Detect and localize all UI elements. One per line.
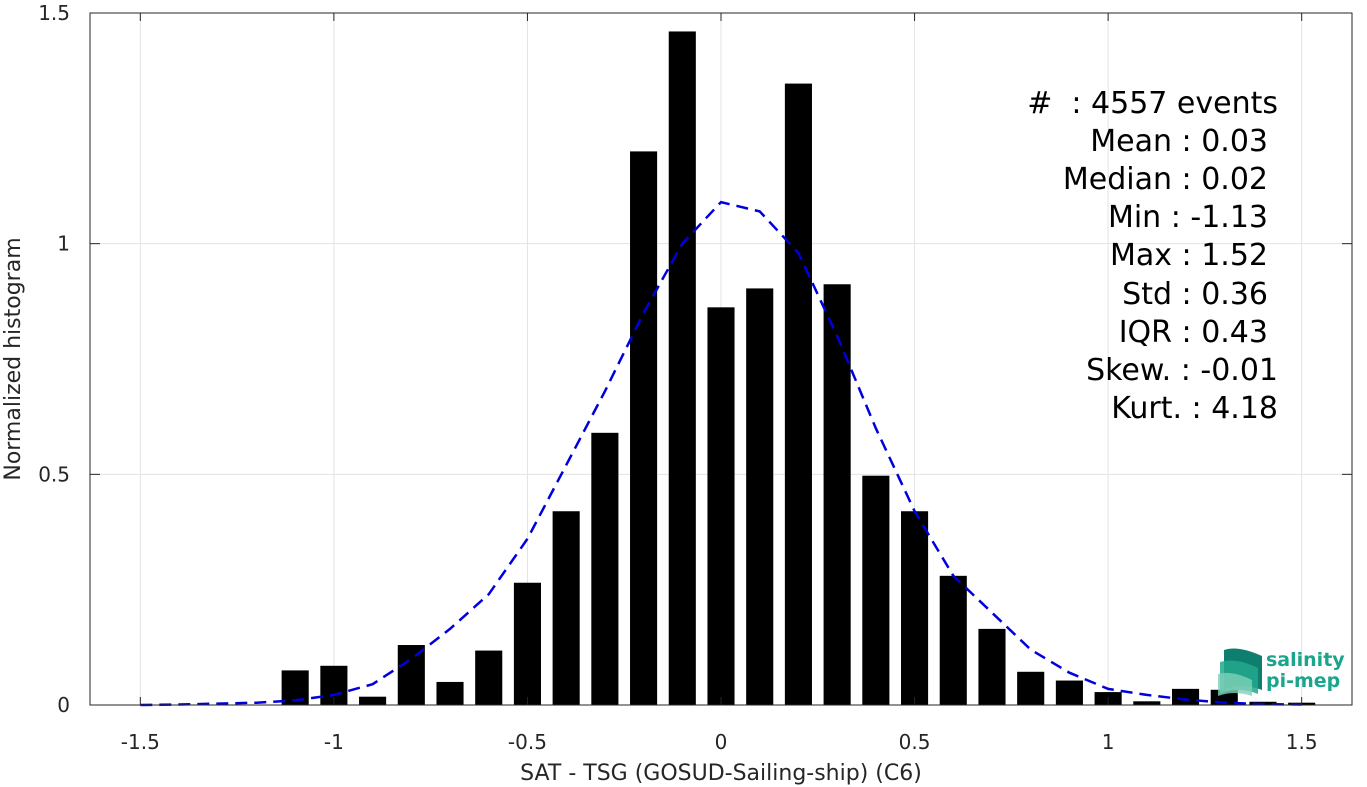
histogram-bar [978,628,1006,705]
y-tick-label: 0 [57,693,70,717]
stat-mean: Mean : 0.03 [1090,124,1268,159]
histogram-bar [475,650,503,705]
y-tick-label: 1 [57,232,70,256]
stat-std: Std : 0.36 [1122,277,1268,312]
histogram-bar [901,511,929,705]
normal-fit-curve [140,200,1302,707]
histogram-bar [707,307,735,705]
stat-max: Max : 1.52 [1110,238,1268,273]
histogram-bar [1055,680,1083,705]
x-tick-label: -1.5 [121,730,160,754]
logo-text-salinity: salinity [1266,649,1345,671]
x-axis-title: SAT - TSG (GOSUD-Sailing-ship) (C6) [520,761,922,786]
y-axis-title: Normalized histogram [1,237,26,480]
x-tick-labels: -1.5 -1 -0.5 0 0.5 1 1.5 [121,730,1318,754]
logo-text-pi-mep: pi-mep [1266,670,1340,692]
salinity-pi-mep-logo: salinity pi-mep [1218,648,1345,696]
stat-kurt: Kurt. : 4.18 [1111,391,1278,426]
x-tick-label: 0 [715,730,728,754]
histogram-bar [668,31,696,706]
histogram-bar [397,645,425,705]
histogram-bar [513,582,541,705]
histogram-bar [1133,701,1161,705]
x-tick-label: 0.5 [899,730,931,754]
histogram-bar [552,511,580,705]
stat-skew: Skew. : -0.01 [1086,353,1278,388]
y-tick-labels: 0 0.5 1 1.5 [38,1,70,717]
y-tick-label: 0.5 [38,462,70,486]
histogram-bar [784,83,812,706]
wave-logo-icon [1218,648,1262,696]
statistics-annotation: # : 4557 events Mean : 0.03 Median : 0.0… [1027,86,1278,426]
stat-min: Min : -1.13 [1108,200,1268,235]
x-tick-label: -1 [324,730,344,754]
axis-ticks [90,12,1352,706]
x-tick-label: 1.5 [1286,730,1318,754]
histogram-bar [630,151,658,705]
histogram-bar [591,432,619,705]
stat-median: Median : 0.02 [1063,162,1268,197]
y-tick-label: 1.5 [38,1,70,25]
x-tick-label: -0.5 [508,730,547,754]
stat-events: # : 4557 events [1027,86,1278,121]
histogram-bar [862,475,890,705]
histogram-bar [1017,671,1045,705]
x-tick-label: 1 [1102,730,1115,754]
histogram-bars [281,31,1316,706]
histogram-bar [939,575,967,705]
histogram-bar [1171,688,1200,705]
stat-iqr: IQR : 0.43 [1119,315,1268,350]
histogram-bar [359,696,387,705]
histogram-bar [436,681,464,705]
histogram-bar [746,288,774,705]
histogram-bar [823,284,851,705]
